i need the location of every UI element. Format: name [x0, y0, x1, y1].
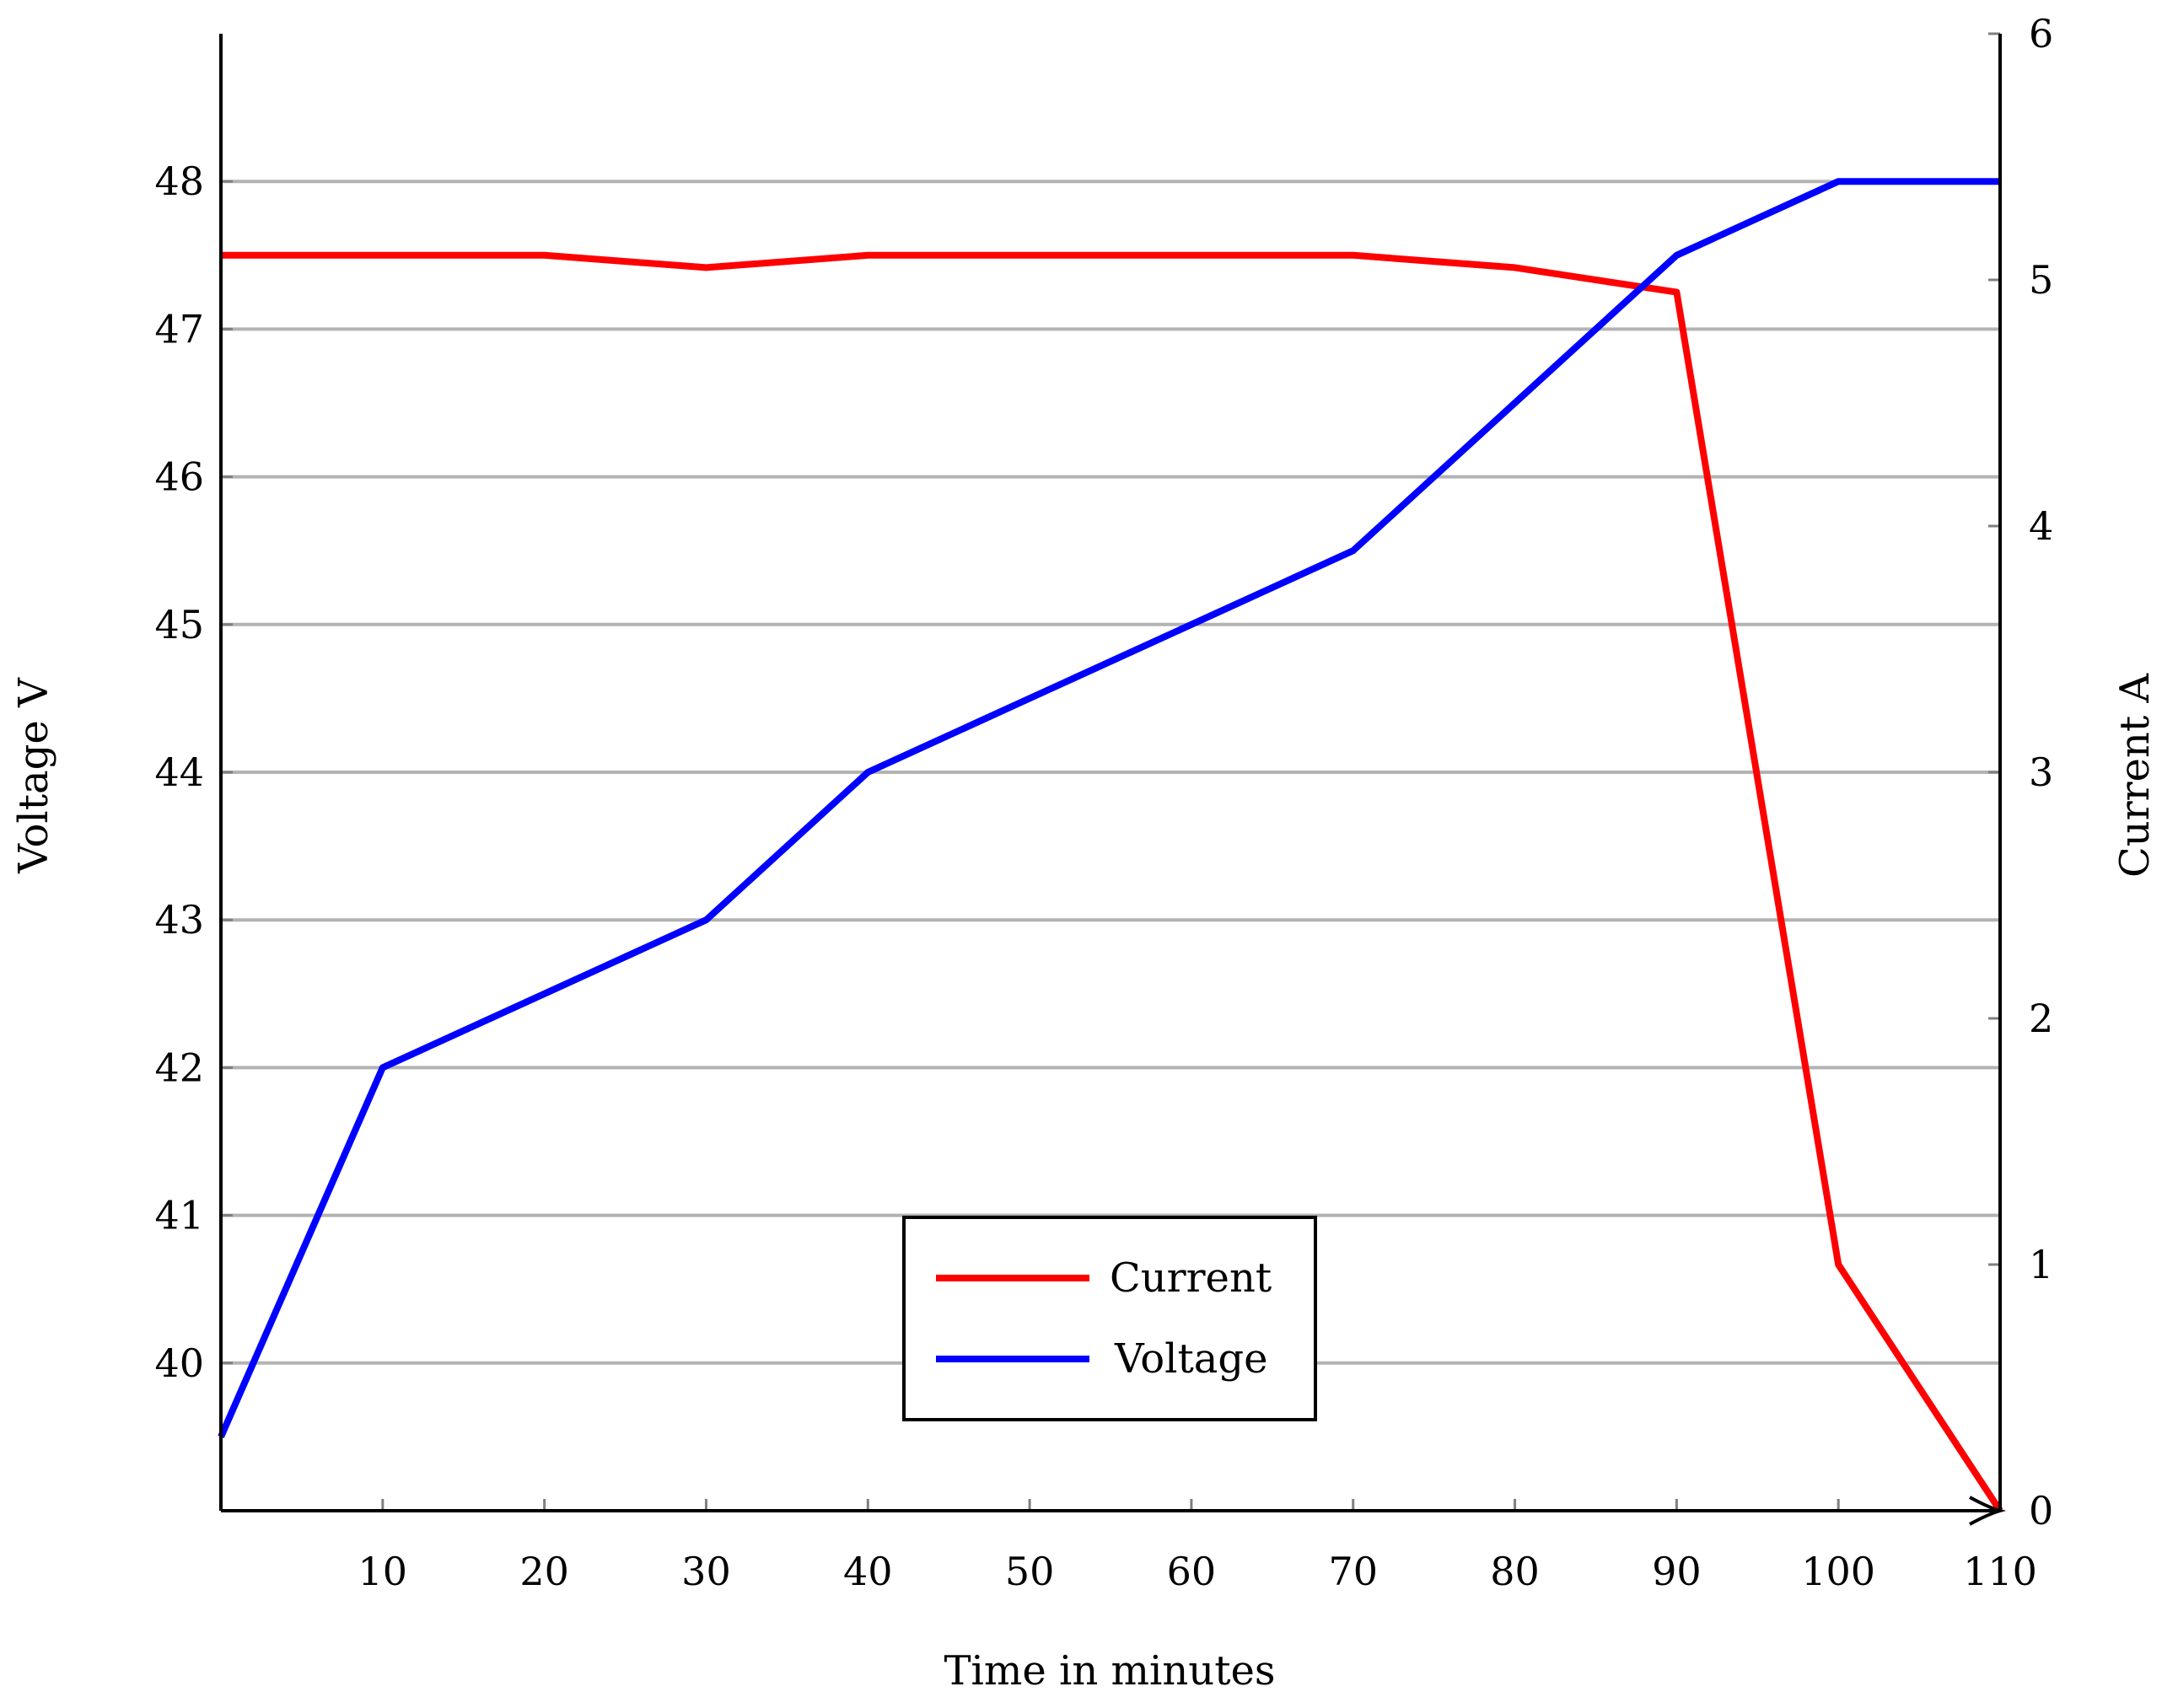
x-tick-label: 70 [1328, 1549, 1378, 1594]
grid-layer [221, 180, 2000, 1365]
y-left-tick-label: 42 [154, 1045, 204, 1090]
x-tick-label: 40 [843, 1549, 893, 1594]
y-left-tick-label: 48 [154, 158, 204, 204]
legend-label-current: Current [1110, 1254, 1272, 1302]
y-right-tick-label: 3 [2029, 749, 2053, 795]
y-left-tick-label: 40 [154, 1340, 204, 1386]
tick-layer [221, 32, 2002, 1512]
series-line-voltage [218, 178, 2000, 1439]
x-tick-label: 90 [1652, 1549, 1702, 1594]
x-tick-label: 20 [519, 1549, 569, 1594]
y-right-tick-label: 5 [2029, 257, 2053, 303]
y-axis-left-title: Voltage V [10, 677, 57, 874]
y-left-tick-label: 44 [154, 749, 204, 795]
x-axis-title: Time in minutes [944, 1647, 1275, 1695]
x-tick-label: 10 [358, 1549, 408, 1594]
x-tick-label: 60 [1167, 1549, 1217, 1594]
legend: Current Voltage [902, 1216, 1317, 1421]
y-right-tick-label: 6 [2029, 11, 2053, 56]
x-axis-arrow [1969, 1496, 2007, 1526]
x-tick-label: 30 [681, 1549, 731, 1594]
series-line-current [221, 251, 2003, 1513]
y-right-tick-label: 4 [2029, 503, 2053, 549]
series-layer [218, 178, 2003, 1513]
y-left-tick-label: 47 [154, 306, 204, 352]
y-left-tick-label: 45 [154, 602, 204, 647]
x-tick-label: 50 [1005, 1549, 1055, 1594]
y-left-tick-label: 46 [154, 454, 204, 500]
y-right-tick-label: 1 [2029, 1242, 2053, 1287]
x-tick-label: 100 [1801, 1549, 1875, 1594]
x-tick-label: 110 [1963, 1549, 2037, 1594]
x-tick-label: 80 [1490, 1549, 1540, 1594]
legend-label-voltage: Voltage [1114, 1335, 1268, 1383]
legend-box [902, 1216, 1317, 1421]
y-right-tick-label: 2 [2029, 996, 2053, 1041]
y-axis-right-title: Current A [2111, 673, 2159, 878]
y-left-tick-label: 43 [154, 897, 204, 943]
axis-layer [219, 34, 2007, 1526]
y-right-tick-label: 0 [2029, 1488, 2053, 1533]
y-left-tick-label: 41 [154, 1193, 204, 1238]
